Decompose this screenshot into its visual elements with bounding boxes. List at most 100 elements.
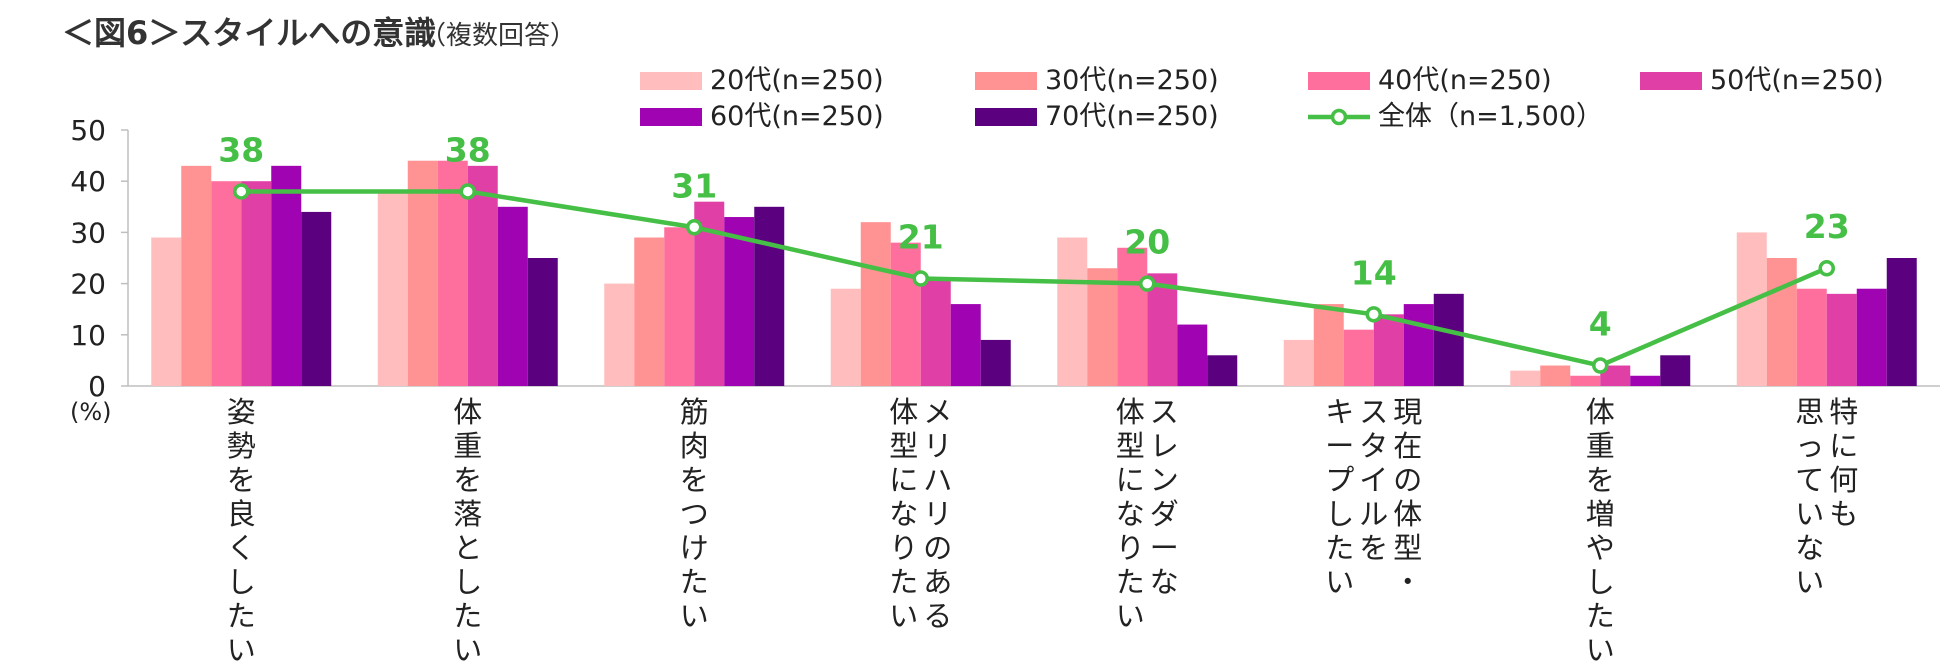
bar <box>211 181 242 386</box>
bar <box>1283 339 1314 386</box>
line-data-label: 4 <box>1589 305 1612 344</box>
bar <box>271 165 302 386</box>
category-labels: 姿勢を良くしたい体重を落としたい筋肉をつけたいメリハリのある体型になりたいスレン… <box>227 395 1859 665</box>
bar <box>497 206 528 386</box>
bar <box>1403 304 1434 386</box>
legend-label: 20代(n=250) <box>710 65 884 96</box>
category-label-char: な <box>1150 565 1179 599</box>
category-label-char: 型 <box>1116 429 1145 463</box>
legend-item: 50代(n=250) <box>1640 65 1884 96</box>
bar-series-group <box>151 160 1917 386</box>
category-label-char: し <box>227 565 256 599</box>
line-data-label: 21 <box>898 217 944 256</box>
bar <box>151 237 182 386</box>
bar <box>527 258 558 386</box>
category-label-char: ・ <box>1393 565 1422 599</box>
category-label-char: て <box>1795 463 1824 497</box>
category-label-char: の <box>923 531 952 565</box>
category-label-char: ハ <box>923 463 952 497</box>
category-label-char: い <box>1586 633 1615 665</box>
category-label-char: あ <box>923 565 952 599</box>
legend-label: 40代(n=250) <box>1378 65 1552 96</box>
bar-series <box>151 191 1767 386</box>
category-label-char: ル <box>1359 497 1388 531</box>
category-label-char: 型 <box>1393 531 1422 565</box>
category-label-char: や <box>1586 531 1615 565</box>
bar-series <box>211 160 1827 386</box>
line-data-label: 38 <box>218 130 264 169</box>
legend-label: 全体（n=1,500） <box>1378 101 1603 132</box>
category-label-char: い <box>227 633 256 665</box>
total-line-group: 38 38 31 21 20 14 4 23 <box>218 130 1850 374</box>
legend-label: 70代(n=250) <box>1045 101 1219 132</box>
bar <box>1600 365 1631 386</box>
category-label-char: も <box>1829 497 1858 531</box>
category-label-char: け <box>680 531 709 565</box>
bar <box>1540 365 1571 386</box>
legend-line-marker <box>1330 108 1348 126</box>
legend-label: 60代(n=250) <box>710 101 884 132</box>
category-label-char: た <box>1116 565 1145 599</box>
bar <box>181 165 212 386</box>
bar <box>377 191 408 386</box>
bar <box>1373 314 1404 386</box>
line-point <box>1818 259 1835 277</box>
bar-series <box>181 160 1797 386</box>
bar <box>1117 247 1148 386</box>
category-label-char: 何 <box>1829 463 1858 497</box>
bar <box>1826 293 1857 386</box>
legend-label: 50代(n=250) <box>1710 65 1884 96</box>
bar <box>634 237 665 386</box>
category-label-char: 体 <box>1586 395 1615 429</box>
category-label-char: リ <box>923 497 952 531</box>
category-label-char: た <box>680 565 709 599</box>
category-label-char: い <box>889 599 918 633</box>
category-label-char: ス <box>1150 395 1179 429</box>
category-label-char: の <box>1393 463 1422 497</box>
bar <box>830 288 861 386</box>
bar <box>890 242 921 386</box>
category-label-char: を <box>680 463 709 497</box>
line-point <box>686 219 703 236</box>
category-label-char: 姿 <box>227 395 256 429</box>
category-label-char: い <box>1116 599 1145 633</box>
category-label-char: 特 <box>1829 395 1858 429</box>
bar <box>407 160 438 386</box>
line-data-label: 38 <box>445 130 491 169</box>
category-label-char: し <box>453 565 482 599</box>
category-label-char: た <box>1325 531 1354 565</box>
bar <box>1796 288 1827 386</box>
bar-series <box>301 206 1917 386</box>
category-label-char: り <box>889 531 918 565</box>
bar <box>1087 268 1118 386</box>
bar <box>1433 293 1464 386</box>
bar <box>1343 329 1374 386</box>
legend-swatch <box>975 108 1037 126</box>
bar <box>1856 288 1887 386</box>
category-label-char: な <box>1795 531 1824 565</box>
category-label-char: い <box>453 633 482 665</box>
bar <box>1147 273 1178 386</box>
category-label-char: に <box>1116 463 1145 497</box>
category-label-char: 思 <box>1795 395 1824 429</box>
legend-item: 70代(n=250) <box>975 101 1219 132</box>
line-point <box>1365 306 1382 323</box>
bar <box>301 211 332 386</box>
category-label-char: く <box>227 531 256 565</box>
legend-item: 20代(n=250) <box>640 65 884 96</box>
line-data-label: 14 <box>1351 253 1397 292</box>
y-tick-label: 40 <box>70 165 106 198</box>
bar <box>1886 258 1917 386</box>
bar <box>1207 355 1238 386</box>
category-label-char: た <box>889 565 918 599</box>
line-point <box>459 183 476 200</box>
bar <box>724 217 755 386</box>
category-label-char: ー <box>1150 531 1179 565</box>
line-point <box>1592 357 1609 374</box>
category-label-char: メ <box>923 395 952 429</box>
